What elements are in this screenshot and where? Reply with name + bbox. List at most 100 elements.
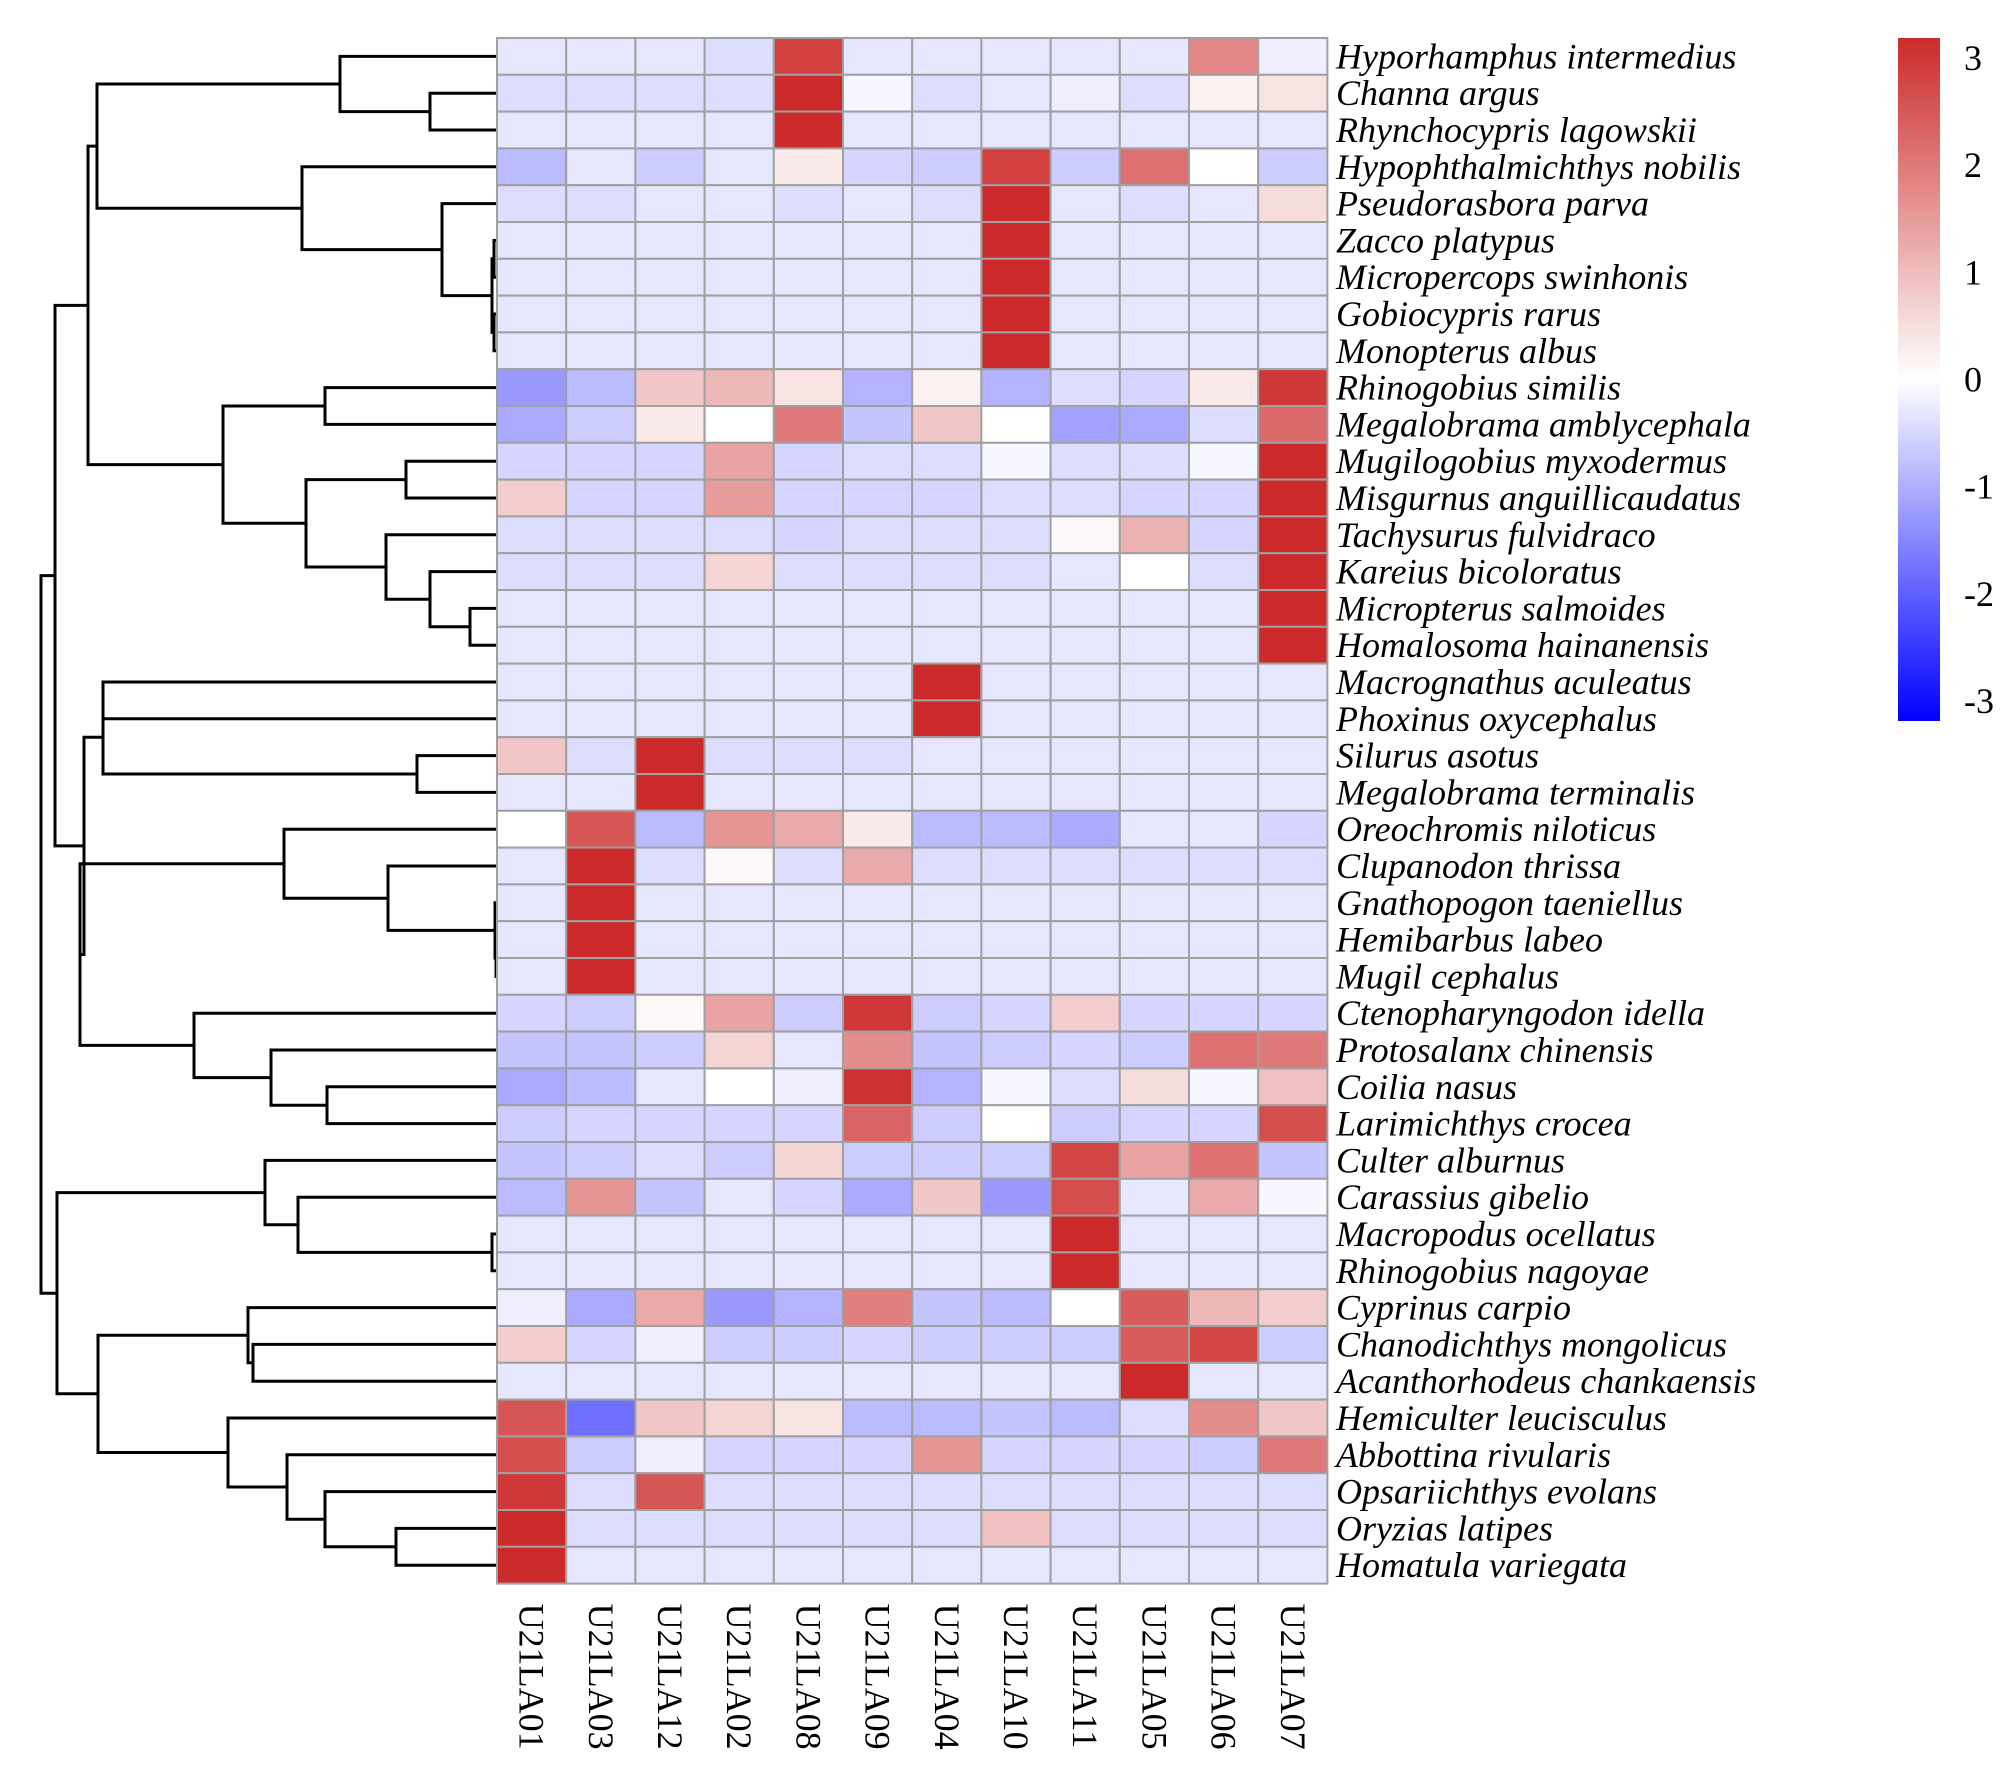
heatmap-cell <box>634 1509 706 1548</box>
heatmap-cell <box>842 552 914 592</box>
dendrogram-branch <box>86 144 223 467</box>
heatmap-cell <box>842 405 914 444</box>
heatmap-cell <box>565 662 637 702</box>
heatmap-cell <box>634 920 706 960</box>
heatmap-cell <box>496 1141 568 1180</box>
heatmap-cell <box>980 809 1052 849</box>
dendrogram-branch <box>325 1085 497 1126</box>
heatmap-cell <box>565 37 637 76</box>
heatmap-cell <box>772 405 844 444</box>
heatmap-cell <box>703 73 775 113</box>
heatmap-cell <box>634 1435 706 1475</box>
heatmap-cell <box>496 589 568 628</box>
heatmap-cell <box>1049 1361 1121 1401</box>
heatmap-cell <box>980 993 1052 1033</box>
heatmap-cell <box>980 37 1052 76</box>
heatmap-cell <box>496 625 568 665</box>
heatmap-cell <box>842 1067 914 1107</box>
heatmap-cell <box>496 883 568 923</box>
heatmap-cell <box>980 1509 1052 1548</box>
heatmap-cell <box>842 1435 914 1475</box>
heatmap-cell <box>1049 1251 1121 1291</box>
heatmap-cell <box>703 441 775 481</box>
legend-tick-label: 1 <box>1964 252 1982 292</box>
heatmap-cell <box>634 662 706 702</box>
heatmap-cell <box>703 920 775 960</box>
heatmap-cell <box>1257 294 1329 334</box>
heatmap-cell <box>772 1251 844 1291</box>
heatmap-cell <box>565 1067 637 1107</box>
heatmap-cell <box>1188 1325 1260 1364</box>
heatmap-cell <box>1257 1104 1329 1143</box>
heatmap-cell <box>565 1104 637 1143</box>
heatmap-cell <box>842 589 914 628</box>
heatmap-cell <box>1188 1398 1260 1438</box>
heatmap-cell <box>842 1104 914 1143</box>
heatmap-cell <box>1257 809 1329 849</box>
heatmap-cell <box>911 478 983 518</box>
heatmap-cell <box>1049 1030 1121 1070</box>
heatmap-cell <box>980 1288 1052 1327</box>
heatmap-cell <box>1118 736 1191 776</box>
heatmap-cell <box>1188 736 1260 776</box>
heatmap-cell <box>772 1104 844 1143</box>
dendrogram-branch <box>296 1195 497 1254</box>
heatmap-cell <box>1049 294 1121 334</box>
heatmap-cell <box>842 993 914 1033</box>
heatmap-cell <box>1257 1141 1329 1180</box>
heatmap-cell <box>1118 1214 1191 1254</box>
heatmap-cell <box>565 957 637 996</box>
heatmap-cell <box>496 1435 568 1475</box>
column-labels: U21LA01 U21LA03 U21LA12 U21LA02 U21LA08 U21LA… <box>512 1604 1313 1750</box>
heatmap-cell <box>1118 184 1191 223</box>
heatmap-cell <box>634 405 706 444</box>
heatmap-cell <box>634 1141 706 1180</box>
heatmap-cell <box>772 1030 844 1070</box>
heatmap-cell <box>1118 257 1191 297</box>
heatmap-cell <box>1188 1030 1260 1070</box>
heatmap-cell <box>496 405 568 444</box>
heatmap-cell <box>634 1361 706 1401</box>
heatmap-cell <box>911 1398 983 1438</box>
heatmap-cell <box>772 331 844 371</box>
column-label: U21LA09 <box>858 1604 898 1750</box>
heatmap-cell <box>703 1214 775 1254</box>
legend-tick-label: -2 <box>1964 574 1994 614</box>
heatmap-cell <box>634 773 706 812</box>
heatmap-cell <box>496 441 568 481</box>
heatmap-cell <box>911 1030 983 1070</box>
heatmap-cell <box>565 184 637 223</box>
heatmap-cell <box>1118 920 1191 960</box>
heatmap-cell <box>772 589 844 628</box>
heatmap-cell <box>911 1361 983 1401</box>
heatmap-cell <box>1188 1288 1260 1327</box>
heatmap-cell <box>1118 1325 1191 1364</box>
heatmap-cell <box>1118 221 1191 260</box>
heatmap-cell <box>842 1214 914 1254</box>
heatmap-cell <box>1188 1214 1260 1254</box>
heatmap-cell <box>496 294 568 334</box>
heatmap-cell <box>911 331 983 371</box>
heatmap-cell <box>980 846 1052 886</box>
heatmap-cell <box>1049 1472 1121 1511</box>
heatmap-cell <box>842 1251 914 1291</box>
dendrogram-branch <box>269 1048 497 1107</box>
heatmap-cell <box>1257 1067 1329 1107</box>
heatmap-cell <box>1049 589 1121 628</box>
heatmap-cell <box>496 957 568 996</box>
heatmap-cell <box>1118 1435 1191 1475</box>
heatmap-cell <box>842 221 914 260</box>
row-label: Misgurnus anguillicaudatus <box>1335 478 1741 518</box>
heatmap-cell <box>1049 552 1121 592</box>
heatmap-cell <box>772 37 844 76</box>
heatmap-cell <box>772 699 844 739</box>
heatmap-cell <box>842 37 914 76</box>
row-label: Hypophthalmichthys nobilis <box>1335 147 1741 187</box>
row-label: Protosalanx chinensis <box>1335 1030 1654 1070</box>
heatmap-cell <box>1049 736 1121 776</box>
heatmap-cell <box>496 773 568 812</box>
heatmap-cell <box>772 625 844 665</box>
heatmap-cell <box>772 1214 844 1254</box>
heatmap-cell <box>1257 73 1329 113</box>
column-label: U21LA04 <box>927 1604 967 1750</box>
